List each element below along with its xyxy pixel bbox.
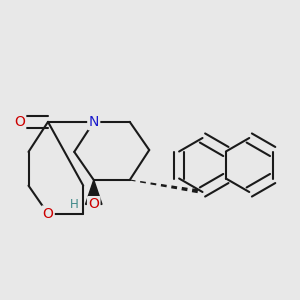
- Text: O: O: [43, 207, 53, 221]
- Text: H: H: [70, 198, 79, 211]
- Text: O: O: [88, 197, 99, 212]
- Text: O: O: [14, 115, 25, 129]
- Polygon shape: [85, 180, 102, 204]
- Text: N: N: [88, 115, 99, 129]
